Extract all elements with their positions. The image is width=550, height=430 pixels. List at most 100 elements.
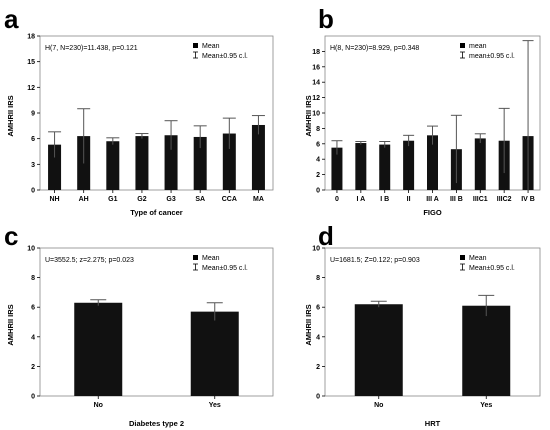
y-tick-label: 9 (31, 111, 35, 118)
stat-annotation: U=1681.5; Z=0.122; p=0.903 (330, 257, 420, 264)
x-tick-label: SA (195, 196, 205, 203)
y-tick-label: 12 (312, 95, 320, 102)
y-tick-label: 10 (27, 246, 35, 253)
panel-b: b 0 2 4 6 8 10 12 14 16 18 0 I A I B II III A III B IIIC… (304, 4, 541, 217)
y-tick-label: 4 (31, 334, 35, 341)
x-tick-label: IV B (521, 196, 535, 203)
y-tick-label: 8 (31, 275, 35, 282)
y-tick-label: 8 (316, 126, 320, 133)
stat-annotation: U=3552.5; z=2.275; p=0.023 (45, 257, 134, 264)
legend-mean-swatch (460, 43, 465, 48)
legend-mean-swatch (460, 255, 465, 260)
legend-ci-label: Mean±0.95 c.l. (469, 265, 515, 272)
panel-letter-c: c (4, 221, 18, 251)
x-tick-label: II (407, 196, 411, 203)
panel-d: d 0 2 4 6 8 10 No Yes AMHRII IRS HRT U=1681.5; Z=0… (304, 221, 541, 428)
panel-c: c 0 2 4 6 8 10 No Yes AMHRII IRS Diabetes type 2 U… (4, 221, 274, 428)
y-tick-label: 3 (31, 162, 35, 169)
x-tick-label: IIIC1 (473, 196, 488, 203)
x-axis-label: FIGO (423, 208, 441, 217)
legend-mean-swatch (193, 43, 198, 48)
x-tick-label: G2 (137, 196, 146, 203)
bar (462, 305, 511, 396)
y-tick-label: 6 (316, 305, 320, 312)
y-tick-label: 6 (31, 305, 35, 312)
y-tick-label: 4 (316, 334, 320, 341)
y-axis-label: AMHRII IRS (304, 95, 313, 136)
y-axis-label: AMHRII IRS (6, 304, 15, 345)
stat-annotation: H(8, N=230)=8.929, p=0.348 (330, 45, 419, 52)
legend-mean-label: Mean (469, 255, 487, 262)
y-tick-label: 18 (312, 49, 320, 56)
bar (106, 141, 120, 190)
x-axis-label: Type of cancer (130, 208, 182, 217)
y-tick-label: 6 (316, 141, 320, 148)
y-axis-label: AMHRII IRS (6, 95, 15, 136)
bar (403, 140, 415, 190)
panel-letter-a: a (4, 4, 19, 34)
bar (379, 144, 391, 190)
bar (331, 147, 343, 190)
bar (164, 135, 178, 190)
x-tick-label: III A (426, 196, 439, 203)
y-tick-label: 14 (312, 80, 320, 87)
legend-ci-label: mean±0.95 c.l. (469, 53, 515, 60)
bar (355, 143, 367, 190)
y-tick-label: 16 (312, 64, 320, 71)
bar (222, 133, 236, 190)
legend-mean-label: Mean (202, 43, 220, 50)
y-tick-label: 10 (312, 111, 320, 118)
y-tick-label: 0 (31, 394, 35, 401)
x-tick-label: I A (356, 196, 365, 203)
panel-letter-b: b (318, 4, 334, 34)
bar (74, 302, 123, 396)
legend-mean-swatch (193, 255, 198, 260)
x-tick-label: AH (79, 196, 89, 203)
x-tick-label: MA (253, 196, 264, 203)
bar (251, 124, 265, 190)
y-tick-label: 2 (31, 364, 35, 371)
stat-annotation: H(7, N=230)=11.438, p=0.121 (45, 45, 138, 52)
x-tick-label: G3 (166, 196, 175, 203)
x-tick-label: IIIC2 (497, 196, 512, 203)
y-tick-label: 15 (27, 59, 35, 66)
y-tick-label: 10 (312, 246, 320, 253)
y-tick-label: 4 (316, 157, 320, 164)
x-tick-label: 0 (335, 196, 339, 203)
x-tick-label: No (374, 402, 383, 409)
panel-a: a 0 3 6 9 12 15 18 NH AH G1 G2 G3 SA CCA MA AMHRII IRS T… (4, 4, 274, 217)
legend-ci-label: Mean±0.95 c.l. (202, 265, 248, 272)
y-tick-label: 18 (27, 34, 35, 41)
bar (354, 304, 403, 396)
bar (193, 136, 207, 190)
bar (427, 135, 438, 190)
y-axis-label: AMHRII IRS (304, 304, 313, 345)
legend-ci-label: Mean±0.95 c.l. (202, 53, 248, 60)
x-tick-label: Yes (209, 402, 221, 409)
bar (135, 136, 149, 190)
x-tick-label: NH (50, 196, 60, 203)
x-tick-label: I B (380, 196, 389, 203)
x-tick-label: III B (450, 196, 463, 203)
bar (190, 311, 239, 396)
y-tick-label: 8 (316, 275, 320, 282)
y-tick-label: 2 (316, 172, 320, 179)
bar (48, 144, 62, 190)
x-tick-label: Yes (480, 402, 492, 409)
y-tick-label: 12 (27, 85, 35, 92)
y-tick-label: 2 (316, 364, 320, 371)
bar (474, 138, 486, 190)
y-tick-label: 0 (316, 188, 320, 195)
x-tick-label: G1 (108, 196, 117, 203)
y-tick-label: 0 (316, 394, 320, 401)
legend-mean-label: Mean (202, 255, 220, 262)
x-tick-label: CCA (222, 196, 237, 203)
y-tick-label: 6 (31, 136, 35, 143)
panel-letter-d: d (318, 221, 334, 251)
x-axis-label: Diabetes type 2 (129, 419, 184, 428)
x-tick-label: No (94, 402, 103, 409)
legend-mean-label: mean (469, 43, 487, 50)
y-tick-label: 0 (31, 188, 35, 195)
x-axis-label: HRT (425, 419, 441, 428)
